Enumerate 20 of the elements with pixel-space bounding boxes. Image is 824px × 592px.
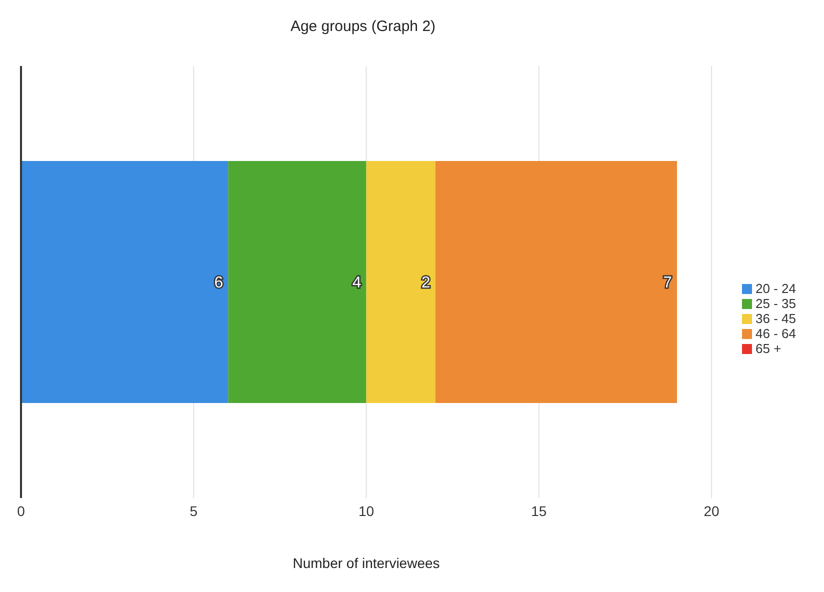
data-label: 2 — [421, 274, 430, 292]
bar — [228, 161, 366, 404]
legend-label: 46 - 64 — [756, 326, 796, 340]
data-label: 4 — [352, 274, 362, 292]
legend-label: 65 + — [756, 340, 782, 356]
x-tick-label: 20 — [704, 502, 720, 519]
legend-label: 20 - 24 — [756, 280, 796, 296]
bar — [366, 161, 436, 404]
chart-title: Age groups (Graph 2) — [289, 17, 437, 37]
bar — [435, 161, 677, 404]
legend-label: 25 - 35 — [756, 296, 796, 310]
data-label: 6 — [214, 274, 224, 292]
bar — [21, 161, 228, 404]
x-tick-label: 15 — [531, 502, 547, 519]
legend-label: 36 - 45 — [756, 310, 796, 326]
data-label: 7 — [663, 274, 672, 292]
x-axis-title: Number of interviewees — [292, 555, 440, 571]
x-tick-label: 0 — [17, 502, 26, 519]
x-tick-label: 10 — [358, 502, 374, 519]
x-tick-label: 5 — [190, 502, 198, 519]
